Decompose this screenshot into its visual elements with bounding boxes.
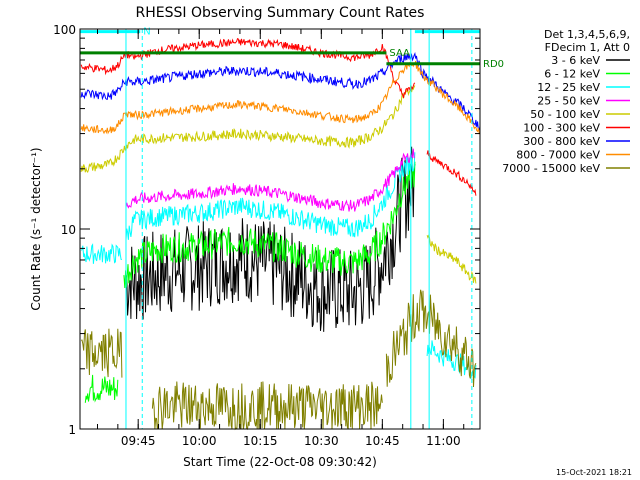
y-tick-label: 10 bbox=[61, 223, 76, 237]
x-tick-label: 10:30 bbox=[304, 434, 339, 448]
legend-label: 7000 - 15000 keV bbox=[502, 162, 600, 175]
legend-label: 25 - 50 keV bbox=[537, 95, 600, 108]
x-tick-label: 10:45 bbox=[365, 434, 400, 448]
legend-label: 6 - 12 keV bbox=[544, 68, 600, 81]
legend-item: 7000 - 15000 keV bbox=[502, 162, 630, 175]
series-segment bbox=[84, 374, 119, 403]
series-segment bbox=[80, 52, 481, 132]
series-line bbox=[84, 161, 416, 403]
x-tick-label: 09:45 bbox=[121, 434, 156, 448]
series-line bbox=[80, 85, 477, 284]
series-segment bbox=[151, 381, 383, 431]
legend-label: 50 - 100 keV bbox=[530, 108, 600, 121]
legend-header-line: FDecim 1, Att 0 bbox=[545, 41, 630, 54]
y-axis-title: Count Rate (s⁻¹ detector⁻¹) bbox=[29, 147, 43, 310]
series-segment bbox=[125, 152, 416, 240]
series-segment bbox=[426, 150, 477, 196]
legend-label: 300 - 800 keV bbox=[523, 135, 600, 148]
x-axis: 09:45 10:00 10:15 10:30 10:45 11:00 bbox=[96, 29, 465, 448]
annotation-label: RD0 bbox=[483, 59, 504, 70]
series-segment bbox=[123, 161, 416, 289]
series-line bbox=[81, 289, 477, 431]
y-tick-label: 1 bbox=[68, 423, 76, 437]
annotation-bar: RD0 bbox=[386, 59, 504, 70]
y-axis: 1 10 100 bbox=[53, 23, 480, 437]
series-line bbox=[80, 52, 481, 132]
series-line bbox=[80, 38, 477, 196]
x-tick-label: 11:00 bbox=[426, 434, 461, 448]
legend-item: 50 - 100 keV bbox=[530, 108, 630, 121]
series-segment bbox=[426, 234, 477, 284]
legend-item: 300 - 800 keV bbox=[523, 135, 630, 148]
legend-label: 3 - 6 keV bbox=[551, 54, 600, 67]
x-tick-label: 10:00 bbox=[182, 434, 217, 448]
legend-item: 800 - 7000 keV bbox=[516, 149, 630, 162]
annotation-bar: N bbox=[80, 27, 151, 38]
legend-item: 6 - 12 keV bbox=[544, 68, 630, 81]
legend: Det 1,3,4,5,6,9,FDecim 1, Att 03 - 6 keV… bbox=[502, 28, 630, 175]
series-line bbox=[125, 148, 416, 212]
series-segment bbox=[385, 289, 477, 388]
legend-item: 3 - 6 keV bbox=[551, 54, 630, 67]
annotation-label: N bbox=[143, 27, 150, 38]
series-segment bbox=[81, 328, 123, 378]
legend-label: 12 - 25 keV bbox=[537, 81, 600, 94]
chart-title: RHESSI Observing Summary Count Rates bbox=[136, 5, 425, 21]
annotation-bar: SAA bbox=[80, 48, 410, 59]
footer-timestamp: 15-Oct-2021 18:21 bbox=[556, 468, 632, 477]
legend-label: 800 - 7000 keV bbox=[516, 149, 600, 162]
series-segment bbox=[125, 148, 416, 212]
x-axis-title: Start Time (22-Oct-08 09:30:42) bbox=[183, 455, 377, 469]
x-tick-label: 10:15 bbox=[243, 434, 278, 448]
y-tick-label: 100 bbox=[53, 23, 76, 37]
series-segment bbox=[80, 38, 416, 99]
series-segment bbox=[80, 85, 416, 173]
legend-item: 12 - 25 keV bbox=[537, 81, 630, 94]
annotation-label: SAA bbox=[389, 48, 410, 59]
plot-area: N SAA RD0 bbox=[80, 27, 504, 431]
legend-label: 100 - 300 keV bbox=[523, 122, 600, 135]
series-segment bbox=[80, 243, 122, 264]
legend-header-line: Det 1,3,4,5,6,9, bbox=[544, 28, 630, 41]
legend-item: 100 - 300 keV bbox=[523, 122, 630, 135]
legend-item: 25 - 50 keV bbox=[537, 95, 630, 108]
